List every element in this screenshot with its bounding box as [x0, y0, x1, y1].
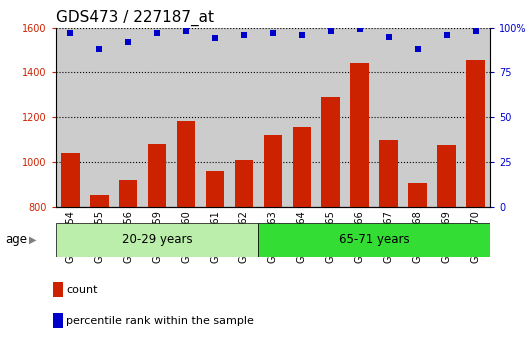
Text: 65-71 years: 65-71 years	[339, 233, 410, 246]
Bar	[148, 144, 166, 207]
Bar	[56, 223, 259, 257]
Bar	[466, 60, 485, 207]
Bar	[379, 140, 398, 207]
Text: 20-29 years: 20-29 years	[122, 233, 192, 246]
Bar	[293, 127, 311, 207]
Bar	[322, 97, 340, 207]
Bar	[259, 223, 490, 257]
Bar	[119, 180, 137, 207]
Bar	[90, 195, 109, 207]
Text: count: count	[66, 285, 98, 295]
Bar	[263, 135, 282, 207]
Bar	[206, 171, 224, 207]
Text: percentile rank within the sample: percentile rank within the sample	[66, 316, 254, 326]
Bar	[409, 184, 427, 207]
Text: GDS473 / 227187_at: GDS473 / 227187_at	[56, 10, 214, 26]
Bar	[176, 121, 196, 207]
Bar	[437, 145, 456, 207]
Text: age: age	[5, 233, 28, 246]
Bar	[235, 160, 253, 207]
Bar	[350, 63, 369, 207]
Text: ▶: ▶	[29, 235, 37, 245]
Bar	[61, 153, 80, 207]
